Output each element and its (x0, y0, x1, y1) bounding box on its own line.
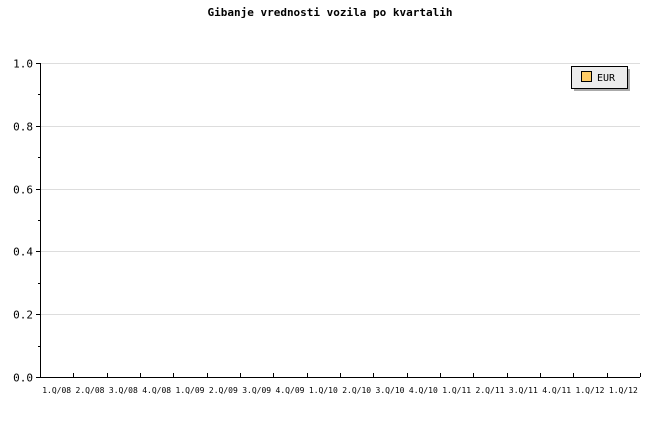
x-tick-label: 3.Q/09 (242, 386, 271, 395)
legend: EUR (571, 66, 630, 91)
x-tick-label: 4.Q/11 (542, 386, 571, 395)
x-tick-label: 3.Q/08 (109, 386, 138, 395)
x-tick-label: 2.Q/10 (342, 386, 371, 395)
x-tick-label: 2.Q/08 (76, 386, 105, 395)
y-tick-label: 0.8 (13, 121, 33, 134)
chart-title: Gibanje vrednosti vozila po kvartalih (207, 6, 452, 19)
x-tick-label: 1.Q/12 (609, 386, 638, 395)
x-tick-label: 4.Q/08 (142, 386, 171, 395)
x-tick-label: 1.Q/11 (442, 386, 471, 395)
x-tick-label: 2.Q/11 (476, 386, 505, 395)
y-tick-label: 0.6 (13, 184, 33, 197)
x-tick-label: 1.Q/12 (576, 386, 605, 395)
y-tick-label: 0.2 (13, 309, 33, 322)
x-tick-label: 3.Q/10 (376, 386, 405, 395)
x-tick-label: 1.Q/08 (42, 386, 71, 395)
x-tick-label: 2.Q/09 (209, 386, 238, 395)
legend-label-eur: EUR (597, 73, 616, 84)
x-tick-label: 4.Q/10 (409, 386, 438, 395)
legend-swatch-eur (581, 71, 592, 82)
x-tick-label: 4.Q/09 (276, 386, 305, 395)
y-tick-label: 1.0 (13, 58, 33, 71)
x-tick-label: 1.Q/09 (176, 386, 205, 395)
y-tick-label: 0.0 (13, 372, 33, 385)
x-tick-label: 3.Q/11 (509, 386, 538, 395)
y-tick-label: 0.4 (13, 246, 33, 259)
x-tick-label: 1.Q/10 (309, 386, 338, 395)
